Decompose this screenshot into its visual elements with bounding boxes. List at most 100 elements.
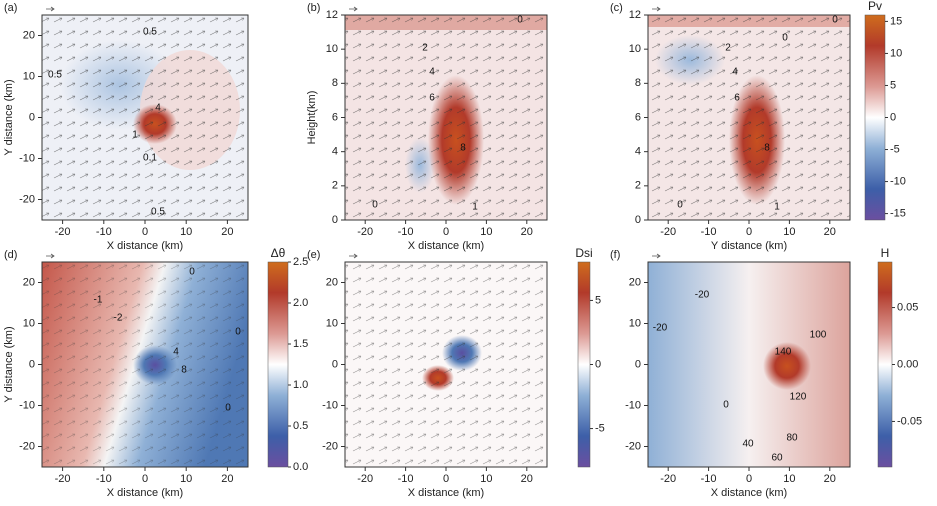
contour-label: 0 bbox=[832, 15, 838, 26]
colorbar-tick-label: -5 bbox=[595, 422, 605, 434]
x-axis-label: Y distance (km) bbox=[711, 240, 787, 252]
panel-label: (d) bbox=[4, 249, 17, 261]
contour-label: -20 bbox=[695, 290, 710, 301]
x-axis-label: X distance (km) bbox=[711, 487, 787, 499]
colorbar-tick-label: 10 bbox=[890, 47, 902, 59]
contour-label: 120 bbox=[790, 392, 807, 403]
colorbar bbox=[267, 261, 289, 468]
contour-label: 8 bbox=[764, 143, 770, 154]
panel-label: (a) bbox=[4, 2, 17, 14]
contour-label: -1 bbox=[94, 295, 103, 306]
y-tick-label: 10 bbox=[326, 43, 338, 55]
y-tick-label: 10 bbox=[326, 317, 338, 329]
contour-label: 1 bbox=[472, 202, 478, 213]
colorbar bbox=[577, 261, 591, 468]
y-tick-label: -20 bbox=[322, 440, 338, 452]
x-tick-label: 20 bbox=[824, 473, 836, 485]
contour-label: 0 bbox=[723, 400, 729, 411]
x-axis-label: X distance (km) bbox=[107, 240, 183, 252]
contour-label: 0.5 bbox=[48, 70, 62, 81]
reference-arrow bbox=[349, 253, 358, 259]
reference-arrow bbox=[652, 6, 661, 12]
contour-label: 4 bbox=[155, 103, 161, 114]
colorbar-tick-label: 5 bbox=[595, 294, 601, 306]
contour-label: 60 bbox=[771, 453, 783, 464]
y-tick-label: -10 bbox=[322, 399, 338, 411]
y-tick-label: 0 bbox=[29, 358, 35, 370]
x-axis-label: X distance (km) bbox=[408, 240, 484, 252]
x-tick-label: 10 bbox=[783, 226, 795, 238]
x-tick-label: -10 bbox=[398, 226, 414, 238]
colorbar-tick-label: -15 bbox=[890, 208, 906, 220]
panel-label: (e) bbox=[307, 249, 320, 261]
colorbar-tick-label: 5 bbox=[890, 79, 896, 91]
contour-label: 40 bbox=[742, 439, 754, 450]
y-tick-label: 0 bbox=[635, 214, 641, 226]
colorbar-tick-label: 15 bbox=[890, 15, 902, 27]
colorbar-tick-label: 0 bbox=[890, 111, 896, 123]
contour-label: 6 bbox=[429, 93, 435, 104]
x-tick-label: 20 bbox=[521, 226, 533, 238]
y-tick-label: -20 bbox=[19, 193, 35, 205]
contour-label: 80 bbox=[786, 433, 798, 444]
x-tick-label: 10 bbox=[180, 226, 192, 238]
colorbar bbox=[877, 261, 893, 468]
colorbar-title: Δθ bbox=[271, 246, 286, 260]
contour-label: 0.5 bbox=[143, 27, 157, 38]
colorbar bbox=[864, 14, 886, 221]
colorbar-title: Pv bbox=[868, 0, 882, 13]
y-tick-label: 2 bbox=[332, 180, 338, 192]
y-tick-label: 0 bbox=[332, 358, 338, 370]
x-tick-label: 0 bbox=[443, 473, 449, 485]
contour-label: 0.5 bbox=[151, 207, 165, 218]
x-tick-label: -10 bbox=[701, 473, 717, 485]
y-tick-label: 10 bbox=[629, 43, 641, 55]
y-tick-label: 0 bbox=[332, 214, 338, 226]
x-tick-label: -10 bbox=[701, 226, 717, 238]
contour-label: 0 bbox=[782, 33, 788, 44]
x-tick-label: -20 bbox=[55, 226, 71, 238]
y-tick-label: 4 bbox=[635, 146, 641, 158]
y-tick-label: 12 bbox=[629, 9, 641, 21]
x-tick-label: 0 bbox=[142, 473, 148, 485]
contour-label: 1 bbox=[132, 130, 138, 141]
x-tick-label: 10 bbox=[180, 473, 192, 485]
y-axis-label: Y distance (km) bbox=[3, 326, 15, 402]
x-tick-label: -20 bbox=[357, 226, 373, 238]
y-axis-label: Y distance (km) bbox=[3, 79, 15, 155]
contour-label: 2 bbox=[422, 43, 428, 54]
x-tick-label: 10 bbox=[783, 473, 795, 485]
contour-label: 0 bbox=[677, 200, 683, 211]
colorbar-tick-label: 0.0 bbox=[293, 461, 308, 473]
contour-label: 4 bbox=[173, 347, 179, 358]
y-tick-label: 20 bbox=[23, 29, 35, 41]
x-tick-label: 10 bbox=[480, 226, 492, 238]
contour-label: 6 bbox=[734, 93, 740, 104]
x-tick-label: -20 bbox=[357, 473, 373, 485]
panel-label: (f) bbox=[610, 249, 620, 261]
contour-label: -20 bbox=[653, 323, 668, 334]
contour-label: 4 bbox=[429, 67, 435, 78]
x-tick-label: 20 bbox=[221, 473, 233, 485]
y-tick-label: 20 bbox=[629, 276, 641, 288]
contour-label: 100 bbox=[810, 330, 827, 341]
y-tick-label: -10 bbox=[19, 399, 35, 411]
y-tick-label: 20 bbox=[23, 276, 35, 288]
y-tick-label: 8 bbox=[332, 77, 338, 89]
x-tick-label: -10 bbox=[398, 473, 414, 485]
panel-label: (b) bbox=[307, 2, 320, 14]
colorbar-tick-label: 0.00 bbox=[897, 358, 918, 370]
reference-arrow bbox=[46, 6, 55, 12]
reference-arrow bbox=[349, 6, 358, 12]
x-tick-label: 0 bbox=[746, 226, 752, 238]
y-tick-label: 8 bbox=[635, 77, 641, 89]
panel-label: (c) bbox=[610, 2, 623, 14]
reference-arrow bbox=[652, 253, 661, 259]
contour-label: 0.1 bbox=[143, 153, 157, 164]
contour-label: -2 bbox=[114, 313, 123, 324]
contour-label: 8 bbox=[181, 365, 187, 376]
y-tick-label: 4 bbox=[332, 146, 338, 158]
contour-label: 0 bbox=[517, 15, 523, 26]
contour-label: 0 bbox=[235, 327, 241, 338]
